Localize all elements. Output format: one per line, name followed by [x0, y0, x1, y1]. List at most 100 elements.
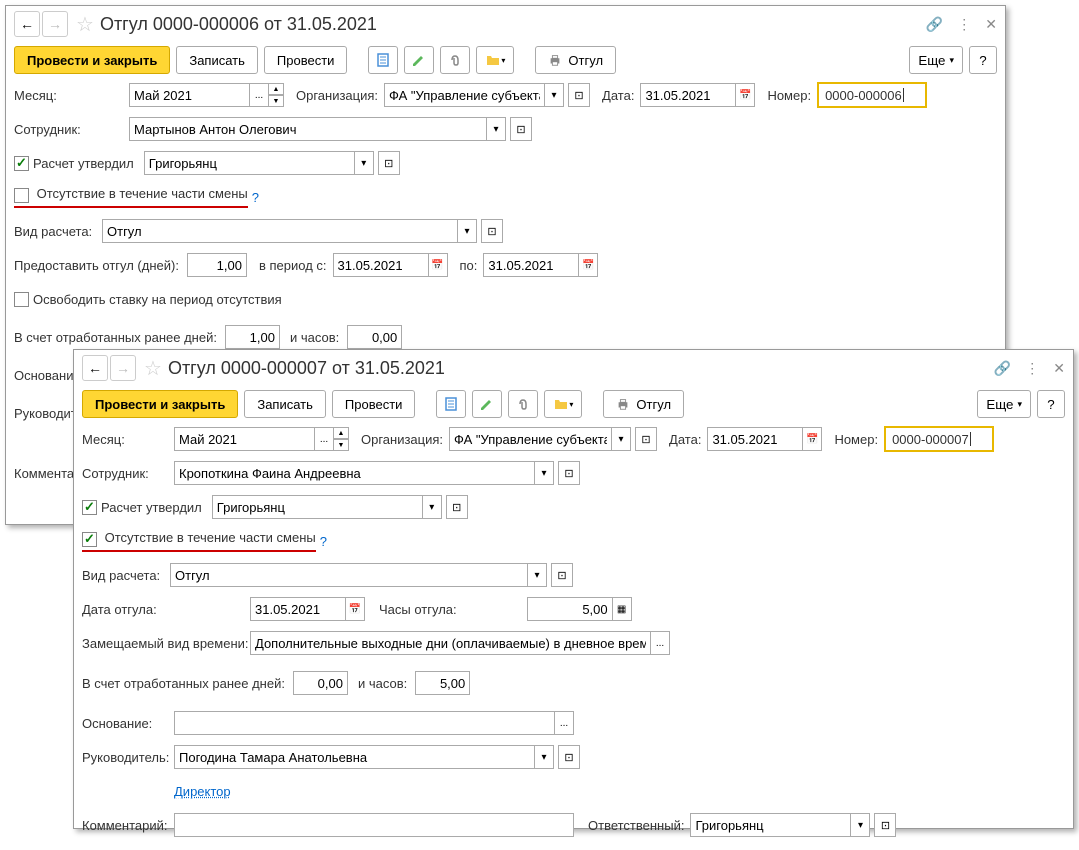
- chasy-otgula-calc-button[interactable]: ▦: [612, 597, 632, 621]
- nomer-value[interactable]: 0000-000006: [817, 82, 927, 108]
- org-open-button-2[interactable]: ⊡: [635, 427, 657, 451]
- raschet-utverdil-input-2[interactable]: [212, 495, 422, 519]
- vid-rascheta-input-2[interactable]: [170, 563, 527, 587]
- raschet-utverdil-dropdown-button[interactable]: ▾: [354, 151, 374, 175]
- sotrudnik-dropdown-button[interactable]: ▾: [486, 117, 506, 141]
- v-schet-dney-input[interactable]: [225, 325, 280, 349]
- otvetstvennyy-dropdown-button[interactable]: ▾: [850, 813, 870, 837]
- org-input-2[interactable]: [449, 427, 611, 451]
- mesyac-input[interactable]: [129, 83, 249, 107]
- raschet-utverdil-input[interactable]: [144, 151, 354, 175]
- kommentariy-input[interactable]: [174, 813, 574, 837]
- period-s-calendar-button[interactable]: 📅: [428, 253, 448, 277]
- predostavit-input[interactable]: [187, 253, 247, 277]
- data-input-2[interactable]: [707, 427, 802, 451]
- nav-forward-button[interactable]: →: [42, 11, 68, 37]
- help-button[interactable]: ?: [969, 46, 997, 74]
- period-po-input[interactable]: [483, 253, 578, 277]
- close-icon[interactable]: ✕: [985, 16, 997, 33]
- org-open-button[interactable]: ⊡: [568, 83, 590, 107]
- period-s-input[interactable]: [333, 253, 428, 277]
- nomer-value-2[interactable]: 0000-000007: [884, 426, 994, 452]
- print-otgul-button-2[interactable]: Отгул: [603, 390, 684, 418]
- link-icon[interactable]: 🔗: [926, 16, 943, 33]
- vid-rascheta-open-button[interactable]: ⊡: [481, 219, 503, 243]
- osnovanie-input[interactable]: [174, 711, 554, 735]
- vid-rascheta-dropdown-button[interactable]: ▾: [457, 219, 477, 243]
- zapisat-button[interactable]: Записать: [176, 46, 258, 74]
- org-dropdown-button[interactable]: ▾: [544, 83, 564, 107]
- zam-vid-input[interactable]: [250, 631, 650, 655]
- more-button-2[interactable]: Еще▾: [977, 390, 1031, 418]
- folder-icon-button-2[interactable]: ▾: [544, 390, 582, 418]
- data-otgula-calendar-button[interactable]: 📅: [345, 597, 365, 621]
- provesti-button-2[interactable]: Провести: [332, 390, 416, 418]
- otsutstvie-help-link-2[interactable]: ?: [320, 534, 327, 549]
- mesyac-select-button-2[interactable]: ...: [314, 427, 334, 451]
- mesyac-input-2[interactable]: [174, 427, 314, 451]
- raschet-utverdil-open-button-2[interactable]: ⊡: [446, 495, 468, 519]
- nav-forward-button-2[interactable]: →: [110, 355, 136, 381]
- otsutstvie-help-link[interactable]: ?: [252, 190, 259, 205]
- data-calendar-button-2[interactable]: 📅: [802, 427, 822, 451]
- mesyac-select-button[interactable]: ...: [249, 83, 269, 107]
- raschet-utverdil-checkbox-2[interactable]: [82, 500, 97, 515]
- org-input[interactable]: [384, 83, 544, 107]
- provesti-zakryt-button-2[interactable]: Провести и закрыть: [82, 390, 238, 418]
- mesyac-up-button[interactable]: ▲: [268, 83, 284, 95]
- data-calendar-button[interactable]: 📅: [735, 83, 755, 107]
- otvetstvennyy-input[interactable]: [690, 813, 850, 837]
- otsutstvie-checkbox-2[interactable]: [82, 532, 97, 547]
- document-icon-button-2[interactable]: [436, 390, 466, 418]
- nav-back-button-2[interactable]: ←: [82, 355, 108, 381]
- clip-icon-button-2[interactable]: [508, 390, 538, 418]
- raschet-utverdil-dropdown-button-2[interactable]: ▾: [422, 495, 442, 519]
- star-icon[interactable]: ☆: [76, 12, 94, 37]
- period-po-calendar-button[interactable]: 📅: [578, 253, 598, 277]
- more-icon-2[interactable]: ⋮: [1025, 360, 1039, 377]
- rukovoditel-input[interactable]: [174, 745, 534, 769]
- mesyac-down-button-2[interactable]: ▼: [333, 439, 349, 451]
- provesti-button[interactable]: Провести: [264, 46, 348, 74]
- v-schet-dney-input-2[interactable]: [293, 671, 348, 695]
- rukovoditel-open-button[interactable]: ⊡: [558, 745, 580, 769]
- clip-icon-button[interactable]: [440, 46, 470, 74]
- i-chasov-input[interactable]: [347, 325, 402, 349]
- rukovoditel-dropdown-button[interactable]: ▾: [534, 745, 554, 769]
- pencil-icon-button-2[interactable]: [472, 390, 502, 418]
- org-dropdown-button-2[interactable]: ▾: [611, 427, 631, 451]
- star-icon-2[interactable]: ☆: [144, 356, 162, 381]
- zapisat-button-2[interactable]: Записать: [244, 390, 326, 418]
- otsutstvie-checkbox[interactable]: [14, 188, 29, 203]
- osnovanie-select-button[interactable]: ...: [554, 711, 574, 735]
- folder-icon-button[interactable]: ▾: [476, 46, 514, 74]
- i-chasov-input-2[interactable]: [415, 671, 470, 695]
- mesyac-down-button[interactable]: ▼: [268, 95, 284, 107]
- nav-back-button[interactable]: ←: [14, 11, 40, 37]
- help-button-2[interactable]: ?: [1037, 390, 1065, 418]
- vid-rascheta-open-button-2[interactable]: ⊡: [551, 563, 573, 587]
- sotrudnik-input[interactable]: [129, 117, 486, 141]
- print-otgul-button[interactable]: Отгул: [535, 46, 616, 74]
- sotrudnik-dropdown-button-2[interactable]: ▾: [534, 461, 554, 485]
- document-icon-button[interactable]: [368, 46, 398, 74]
- data-input[interactable]: [640, 83, 735, 107]
- otvetstvennyy-open-button[interactable]: ⊡: [874, 813, 896, 837]
- link-icon-2[interactable]: 🔗: [994, 360, 1011, 377]
- raschet-utverdil-open-button[interactable]: ⊡: [378, 151, 400, 175]
- chasy-otgula-input[interactable]: [527, 597, 612, 621]
- more-icon[interactable]: ⋮: [957, 16, 971, 33]
- zam-vid-select-button[interactable]: ...: [650, 631, 670, 655]
- provesti-zakryt-button[interactable]: Провести и закрыть: [14, 46, 170, 74]
- more-button[interactable]: Еще▾: [909, 46, 963, 74]
- raschet-utverdil-checkbox[interactable]: [14, 156, 29, 171]
- data-otgula-input[interactable]: [250, 597, 345, 621]
- sotrudnik-open-button-2[interactable]: ⊡: [558, 461, 580, 485]
- vid-rascheta-input[interactable]: [102, 219, 457, 243]
- close-icon-2[interactable]: ✕: [1053, 360, 1065, 377]
- vid-rascheta-dropdown-button-2[interactable]: ▾: [527, 563, 547, 587]
- sotrudnik-input-2[interactable]: [174, 461, 534, 485]
- sotrudnik-open-button[interactable]: ⊡: [510, 117, 532, 141]
- mesyac-up-button-2[interactable]: ▲: [333, 427, 349, 439]
- pencil-icon-button[interactable]: [404, 46, 434, 74]
